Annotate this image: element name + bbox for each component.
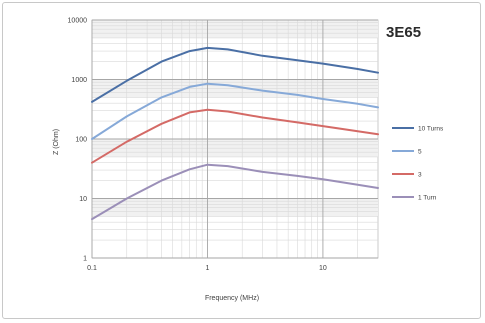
- y-tick-label: 100: [75, 137, 87, 144]
- legend: 10 Turns 5 3 1 Turn: [392, 126, 444, 202]
- y-tick-label: 1: [83, 256, 87, 263]
- series-line: [91, 46, 379, 103]
- legend-label: 3: [418, 172, 422, 179]
- x-tick-label: 1: [206, 265, 210, 272]
- x-tick-label: 0.1: [87, 265, 97, 272]
- series-line: [91, 108, 379, 164]
- legend-label: 1 Turn: [418, 195, 437, 202]
- legend-label: 10 Turns: [418, 126, 444, 133]
- x-tick-label: 10: [319, 265, 327, 272]
- chart-title: 3E65: [386, 24, 421, 41]
- legend-label: 5: [418, 149, 422, 156]
- y-tick-label: 1000: [71, 77, 87, 84]
- y-tick-label: 10: [79, 196, 87, 203]
- series-line: [91, 82, 379, 140]
- y-axis-label: Z (Ohm): [53, 129, 60, 155]
- y-tick-label: 10000: [68, 18, 88, 25]
- series-layer: [91, 46, 379, 221]
- x-axis-label: Frequency (MHz): [205, 295, 259, 302]
- series-line: [91, 163, 379, 221]
